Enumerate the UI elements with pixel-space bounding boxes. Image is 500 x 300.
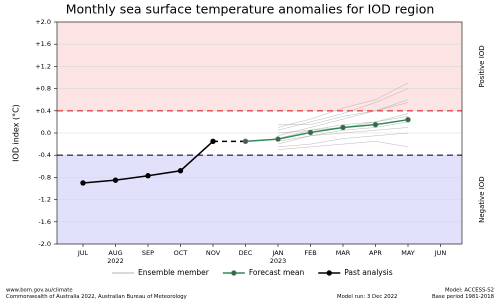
x-tick-label: NOV — [206, 249, 221, 257]
x-tick-label: APR — [369, 249, 382, 257]
x-tick-label: FEB — [304, 249, 316, 257]
x-tick-label: JUL — [77, 249, 89, 257]
footer-text: www.bom.gov.au/climate — [6, 288, 73, 294]
series-marker — [405, 116, 411, 123]
series-marker — [340, 124, 346, 131]
legend-label: Past analysis — [344, 268, 392, 277]
x-tick-label: JAN — [271, 249, 283, 257]
year-label: 2023 — [270, 257, 287, 265]
x-tick-label: DEC — [239, 249, 253, 257]
legend-marker — [231, 270, 237, 276]
legend-label: Forecast mean — [249, 268, 305, 277]
y-tick-label: -1.2 — [38, 196, 51, 204]
footer-text: Model: ACCESS-S2 — [445, 288, 494, 294]
y-tick-label: -1.6 — [38, 218, 51, 226]
series-marker — [210, 138, 216, 145]
ensemble-line — [277, 121, 409, 142]
ensemble-line — [277, 102, 409, 137]
series-marker — [275, 136, 281, 142]
year-label: 2022 — [107, 257, 124, 265]
y-tick-label: -0.8 — [38, 173, 51, 181]
y-tick-label: +0.8 — [35, 85, 51, 93]
ensemble-line — [277, 141, 409, 150]
y-tick-label: +0.4 — [35, 107, 51, 115]
x-tick-label: OCT — [174, 249, 188, 257]
ensemble-line — [278, 99, 409, 125]
series-marker — [145, 173, 151, 179]
plot-frame — [56, 21, 463, 245]
ensemble-line — [277, 127, 409, 145]
x-tick-label: AUG — [108, 249, 122, 257]
ensemble-line — [277, 132, 409, 148]
x-tick-label: MAY — [401, 249, 415, 257]
series-marker — [242, 138, 249, 145]
y-axis-label: IOD index (°C) — [12, 104, 21, 162]
footer-text: Base period 1981-2018 — [432, 294, 495, 300]
legend-label: Ensemble member — [138, 268, 210, 277]
footer-text: Model run: 3 Dec 2022 — [337, 294, 397, 300]
series-marker — [177, 168, 184, 174]
y-tick-label: +1.6 — [35, 40, 51, 48]
ensemble-line — [277, 82, 409, 128]
series-marker — [307, 129, 314, 136]
x-tick-label: MAR — [336, 249, 351, 257]
y-tick-label: 0.0 — [41, 129, 51, 137]
legend-marker — [326, 270, 332, 276]
y-tick-label: +1.2 — [35, 62, 51, 70]
chart-title: Monthly sea surface temperature anomalie… — [66, 2, 435, 17]
series-marker — [112, 177, 119, 183]
y-tick-label: +2.0 — [35, 18, 51, 26]
x-tick-label: SEP — [142, 249, 154, 257]
series-marker — [80, 180, 86, 186]
y-tick-label: -0.4 — [38, 151, 51, 159]
y-tick-label: -2.0 — [38, 240, 51, 248]
threshold-label: Positive IOD — [478, 45, 486, 87]
x-tick-label: JUN — [434, 249, 447, 257]
series-line — [245, 118, 409, 143]
threshold-label: Negative IOD — [478, 176, 486, 223]
footer-text: Commonwealth of Australia 2022, Australi… — [6, 294, 187, 300]
series-marker — [372, 121, 379, 128]
ensemble-line — [277, 113, 409, 139]
